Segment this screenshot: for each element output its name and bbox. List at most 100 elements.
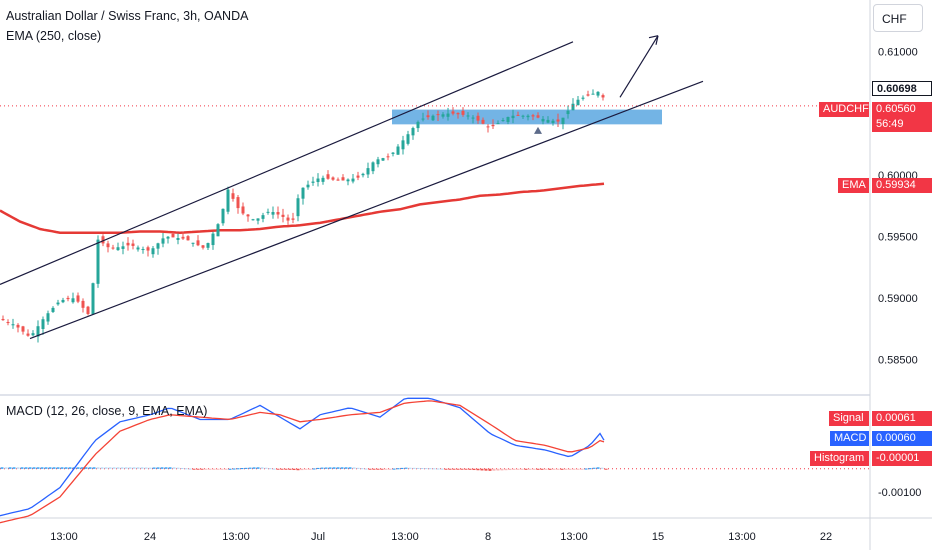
time-label: 13:00 [391, 531, 419, 543]
candle-body [116, 247, 120, 251]
histogram-bar [396, 468, 400, 470]
histogram-bar [20, 467, 24, 469]
candle-body [71, 298, 75, 303]
candle-body [86, 306, 90, 314]
histogram-bar [276, 468, 280, 470]
histogram-bar [48, 467, 52, 469]
histogram-bar [316, 467, 320, 469]
candle-body [91, 283, 95, 315]
histogram-bar [332, 467, 336, 469]
histogram-bar [292, 468, 296, 471]
histogram-bar [304, 468, 308, 470]
candle-body [361, 173, 365, 176]
candle-body [396, 146, 400, 155]
candle-body [241, 206, 245, 214]
candle-body [416, 121, 420, 129]
histogram-bar [108, 467, 112, 469]
signal-value-tag: 0.00061 [872, 411, 932, 426]
histogram-bar [384, 468, 388, 470]
histogram-bar [176, 467, 180, 469]
candle-body [531, 115, 535, 117]
candle-body [561, 117, 565, 125]
histogram-bar [140, 467, 144, 469]
histogram-bar [112, 467, 116, 469]
histogram-bar [4, 467, 8, 469]
candle-body [426, 115, 430, 118]
histogram-bar [92, 467, 96, 469]
chart-title: Australian Dollar / Swiss Franc, 3h, OAN… [6, 9, 249, 23]
candle-body [276, 212, 280, 215]
candle-body [281, 214, 285, 217]
candle-body [226, 189, 230, 212]
histogram-bar [204, 468, 208, 470]
candle-body [456, 113, 460, 115]
histogram-bar [88, 467, 92, 469]
candle-body [136, 247, 140, 250]
macd-label-tag: MACD [830, 431, 869, 446]
time-label: 22 [820, 531, 832, 543]
candle-body [6, 322, 10, 324]
histogram-bar [284, 468, 288, 470]
histogram-bar [212, 468, 216, 470]
histogram-bar [480, 468, 484, 471]
histogram-bar [528, 468, 532, 470]
ema-label-tag: EMA [838, 178, 869, 193]
ema-value-tag: 0.59934 [872, 178, 932, 193]
histogram-bar [264, 467, 268, 469]
histogram-bar [296, 468, 300, 471]
candle-body [581, 97, 585, 99]
time-label: 13:00 [222, 531, 250, 543]
candle-body [131, 243, 135, 246]
candle-body [566, 110, 570, 115]
histogram-bar [604, 468, 608, 470]
high-price-tag: 0.60698 [872, 81, 932, 96]
candle-body [201, 245, 205, 248]
histogram-bar [148, 467, 152, 469]
histogram-bar [556, 468, 560, 470]
histogram-bar [248, 467, 252, 469]
candle-body [141, 249, 145, 251]
histogram-bar [376, 468, 380, 470]
histogram-label-tag: Histogram [810, 451, 869, 466]
candle-body [451, 111, 455, 114]
macd-value-tag: 0.00060 [872, 431, 932, 446]
candlesticks [0, 89, 870, 343]
time-label: 8 [485, 531, 491, 543]
histogram-bar [460, 468, 464, 470]
histogram-bar [12, 467, 16, 469]
histogram-bar [492, 468, 496, 471]
candle-body [216, 224, 220, 237]
candle-body [11, 324, 15, 326]
candle-body [46, 313, 50, 322]
candle-body [481, 119, 485, 124]
candle-body [346, 179, 350, 182]
histogram-bar [368, 468, 372, 470]
histogram-bar [260, 467, 264, 469]
symbol-tag: AUDCHF [819, 102, 869, 117]
candle-body [411, 128, 415, 136]
candle-body [501, 120, 505, 122]
histogram-bar [588, 468, 592, 470]
candle-body [246, 214, 250, 217]
candle-body [326, 174, 330, 179]
candle-body [376, 159, 380, 165]
histogram-bar [128, 467, 132, 469]
histogram-bar [192, 468, 196, 470]
histogram-bar [16, 467, 20, 469]
histogram-bar [324, 467, 328, 469]
histogram-bar [272, 468, 276, 470]
candle-body [221, 208, 225, 224]
histogram-bar [268, 468, 272, 470]
histogram-bar [104, 467, 108, 469]
histogram-bar [28, 467, 32, 469]
histogram-bar [280, 468, 284, 470]
price-tick-label: 0.59500 [878, 231, 918, 243]
candle-body [421, 118, 425, 120]
histogram-bar [392, 468, 396, 470]
histogram-bar [444, 468, 448, 470]
currency-button[interactable]: CHF [873, 4, 923, 32]
channel-drawings[interactable] [0, 35, 704, 340]
candle-body [466, 115, 470, 117]
